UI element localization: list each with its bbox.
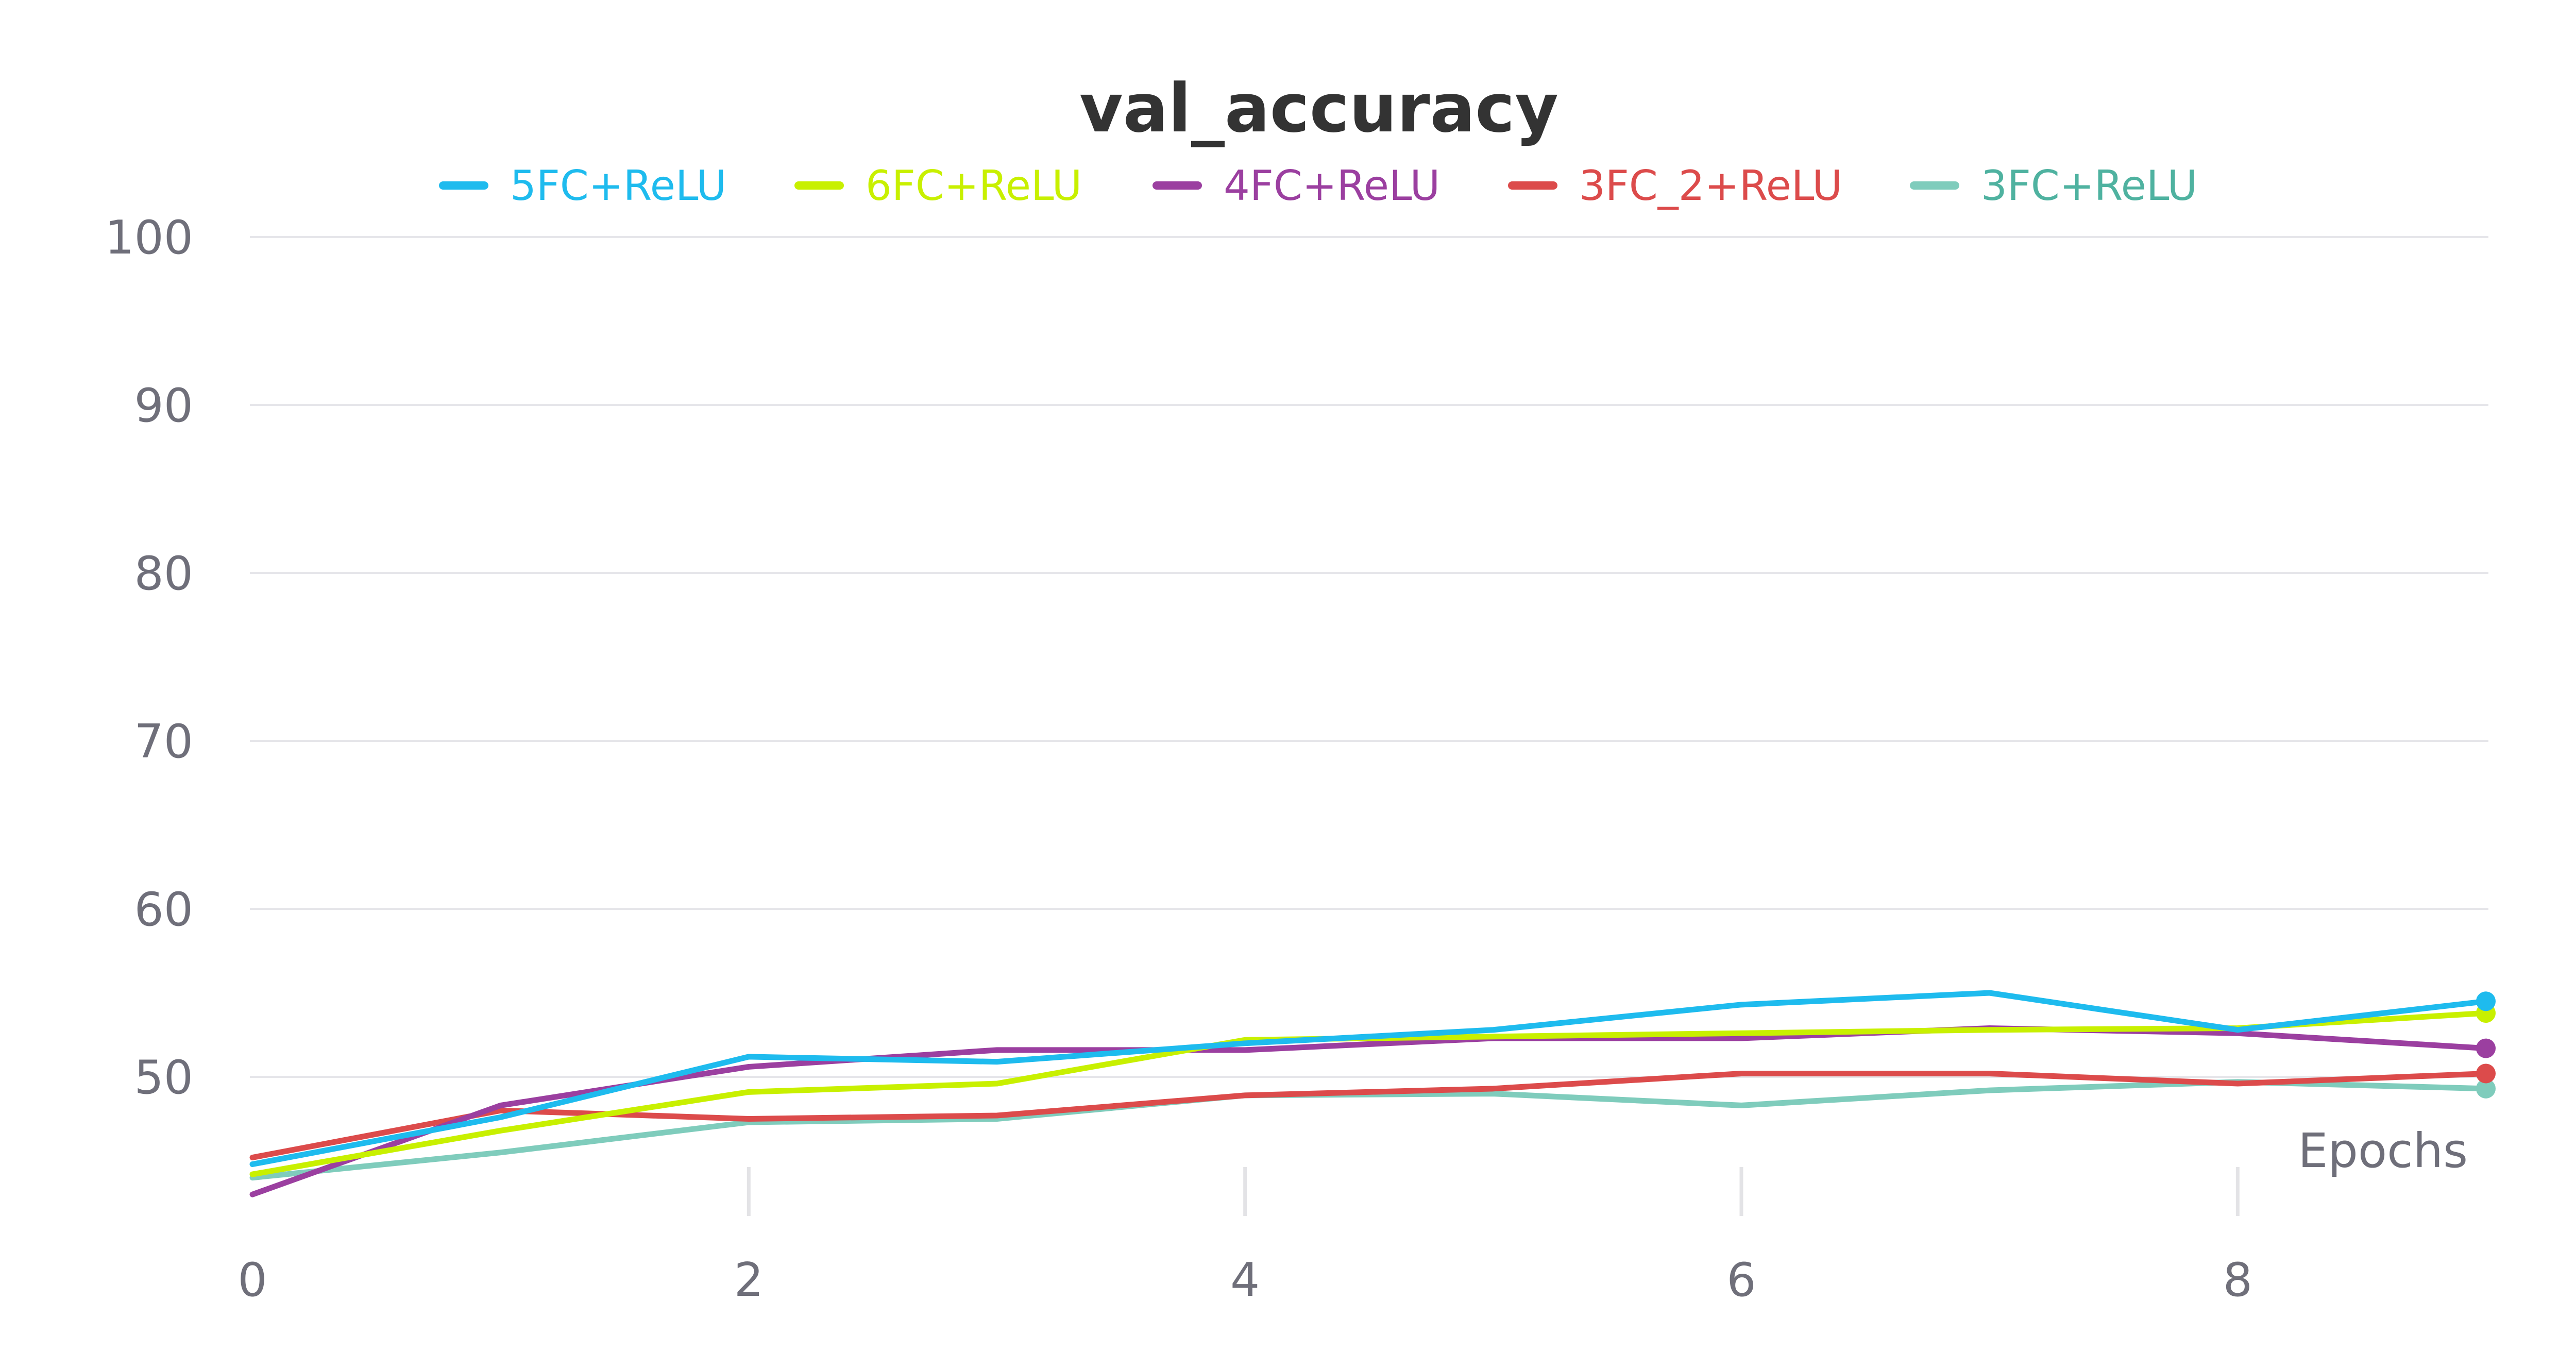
series-end-point bbox=[2476, 1063, 2496, 1084]
legend-label: 6FC+ReLU bbox=[866, 162, 1082, 210]
y-tick-label: 70 bbox=[134, 715, 193, 769]
series-end-point bbox=[2476, 1038, 2496, 1058]
legend-item[interactable]: 3FC_2+ReLU bbox=[1508, 162, 1842, 210]
x-tick-label: 0 bbox=[238, 1253, 267, 1307]
legend-label: 4FC+ReLU bbox=[1224, 162, 1440, 210]
series-line bbox=[249, 1070, 2489, 1160]
grid bbox=[250, 236, 2488, 1078]
tick-labels: 50 60 70 80 90 100 0 2 4 6 8 bbox=[105, 211, 2252, 1307]
legend[interactable]: 5FC+ReLU 6FC+ReLU 4FC+ReLU 3FC_2+ReLU 3FC+Re… bbox=[439, 162, 2197, 210]
x-tick-label: 8 bbox=[2223, 1253, 2252, 1307]
legend-label: 3FC_2+ReLU bbox=[1579, 162, 1842, 210]
x-tick-marks bbox=[747, 1167, 2240, 1216]
legend-item[interactable]: 4FC+ReLU bbox=[1153, 162, 1440, 210]
x-tick-label: 6 bbox=[1726, 1253, 1756, 1307]
legend-label: 5FC+ReLU bbox=[510, 162, 726, 210]
chart-title: val_accuracy bbox=[1079, 69, 1558, 147]
series-end-point bbox=[2476, 1078, 2496, 1099]
legend-item[interactable]: 3FC+ReLU bbox=[1910, 162, 2197, 210]
y-tick-label: 100 bbox=[105, 211, 193, 265]
y-tick-label: 60 bbox=[134, 883, 193, 937]
series-lines bbox=[249, 990, 2496, 1197]
legend-label: 3FC+ReLU bbox=[1981, 162, 2197, 210]
legend-item[interactable]: 5FC+ReLU bbox=[439, 162, 726, 210]
y-tick-label: 90 bbox=[134, 379, 193, 433]
x-axis-label: Epochs bbox=[2298, 1123, 2468, 1178]
x-tick-label: 2 bbox=[734, 1253, 764, 1307]
series-line bbox=[249, 990, 2489, 1168]
y-tick-label: 80 bbox=[134, 547, 193, 601]
y-tick-label: 50 bbox=[134, 1051, 193, 1105]
x-tick-label: 4 bbox=[1230, 1253, 1260, 1307]
legend-item[interactable]: 6FC+ReLU bbox=[794, 162, 1082, 210]
series-end-point bbox=[2476, 991, 2496, 1011]
